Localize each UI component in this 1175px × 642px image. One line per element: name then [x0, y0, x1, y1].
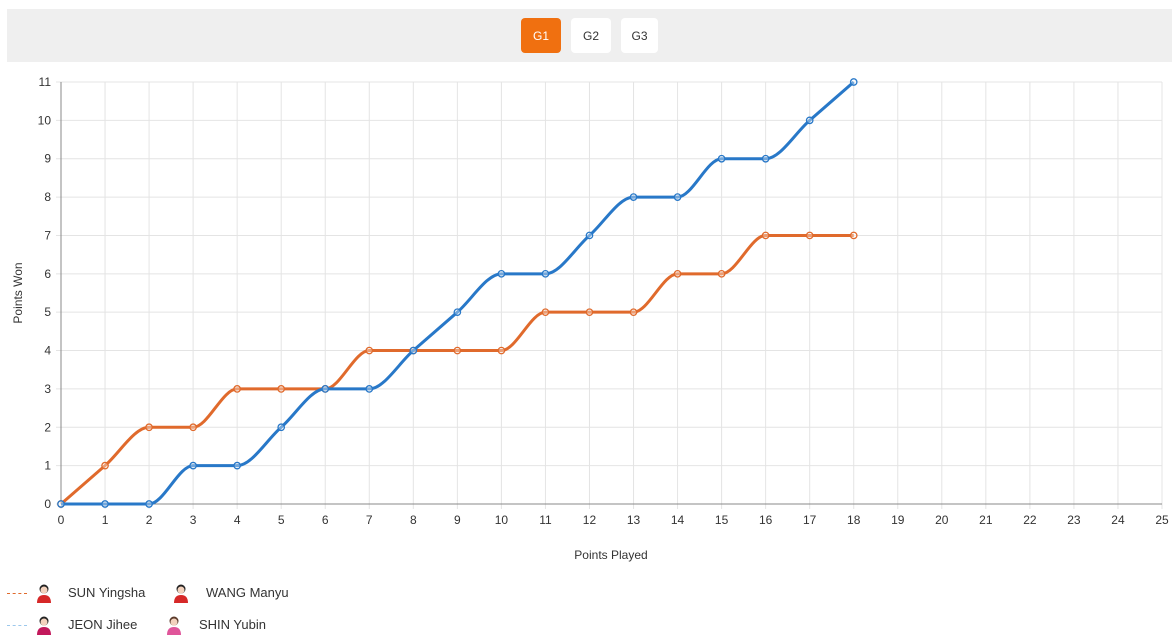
- x-tick-label: 23: [1067, 513, 1081, 527]
- points-chart: 0 1 2 3 4 5 6 7 8 9 10 11 12 13 14 15 16 17 18 19 20 21 22 23 24…: [11, 75, 1169, 562]
- data-point[interactable]: [585, 231, 594, 240]
- data-point[interactable]: [673, 193, 682, 201]
- data-point[interactable]: [233, 385, 242, 393]
- series-line-1: [61, 80, 855, 506]
- chart-legend: SUN Yingsha WANG Manyu JEON Jihee SHIN Y…: [0, 578, 1175, 642]
- data-point[interactable]: [277, 385, 286, 393]
- x-tick-label: 20: [935, 513, 949, 527]
- tab-game-2[interactable]: G2: [571, 18, 611, 53]
- legend-player-shin: SHIN Yubin: [199, 617, 266, 632]
- data-point[interactable]: [321, 385, 330, 393]
- x-tick-label: 15: [715, 513, 729, 527]
- series-line-0: [60, 233, 854, 506]
- tab-game-3[interactable]: G3: [621, 18, 658, 53]
- data-point[interactable]: [761, 231, 770, 240]
- x-tick-label: 1: [102, 513, 109, 527]
- x-tick-label: 19: [891, 513, 905, 527]
- x-tick-label: 14: [671, 513, 685, 527]
- x-tick-label: 18: [847, 513, 861, 527]
- data-point[interactable]: [365, 346, 374, 355]
- y-tick-label: 11: [39, 75, 52, 89]
- data-point[interactable]: [277, 423, 286, 432]
- x-tick-label: 17: [803, 513, 817, 527]
- data-point[interactable]: [585, 308, 594, 317]
- x-tick-label: 2: [146, 513, 153, 527]
- tab-game-1[interactable]: G1: [521, 18, 561, 53]
- legend-player-jeon: JEON Jihee: [68, 617, 138, 632]
- game-tab-bar: G1 G2 G3: [7, 9, 1172, 62]
- data-point[interactable]: [233, 461, 242, 470]
- x-tick-label: 6: [322, 513, 329, 527]
- x-tick-label: 21: [979, 513, 993, 527]
- player-avatar-icon: [37, 616, 51, 635]
- data-point[interactable]: [409, 346, 418, 355]
- data-point[interactable]: [365, 385, 374, 393]
- x-tick-label: 16: [759, 513, 773, 527]
- data-point[interactable]: [189, 461, 197, 470]
- player-avatar-icon: [37, 584, 51, 603]
- player-avatar-icon: [174, 584, 188, 603]
- y-tick-label: 8: [44, 190, 51, 204]
- legend-player-wang: WANG Manyu: [206, 585, 289, 600]
- y-tick-label: 0: [44, 497, 51, 511]
- data-point[interactable]: [673, 269, 682, 278]
- legend-swatch-blue[interactable]: [7, 625, 27, 626]
- data-point[interactable]: [541, 269, 550, 278]
- chart-series: [57, 78, 858, 508]
- x-tick-label: 12: [583, 513, 597, 527]
- data-point[interactable]: [717, 154, 726, 163]
- data-point[interactable]: [497, 346, 506, 355]
- data-point[interactable]: [101, 500, 109, 508]
- data-point[interactable]: [189, 423, 197, 432]
- data-point[interactable]: [805, 116, 814, 125]
- y-tick-label: 1: [44, 459, 51, 473]
- x-tick-label: 4: [234, 513, 241, 527]
- y-tick-label: 9: [44, 152, 51, 166]
- x-axis-label: Points Played: [574, 548, 647, 562]
- data-point[interactable]: [849, 231, 858, 240]
- legend-player-sun: SUN Yingsha: [68, 585, 146, 600]
- y-tick-label: 7: [44, 228, 51, 242]
- x-tick-label: 24: [1111, 513, 1125, 527]
- data-point[interactable]: [497, 269, 506, 278]
- x-tick-label: 10: [495, 513, 509, 527]
- data-point[interactable]: [541, 308, 550, 317]
- x-tick-label: 25: [1155, 513, 1169, 527]
- x-tick-label: 3: [190, 513, 197, 527]
- x-tick-label: 13: [627, 513, 641, 527]
- data-point[interactable]: [453, 308, 462, 317]
- y-tick-label: 10: [38, 113, 52, 127]
- chart-axes: 0 1 2 3 4 5 6 7 8 9 10 11 12 13 14 15 16 17 18 19 20 21 22 23 24…: [38, 75, 1169, 527]
- data-point[interactable]: [145, 500, 153, 508]
- y-tick-label: 4: [44, 344, 51, 358]
- x-tick-label: 9: [454, 513, 461, 527]
- x-tick-label: 5: [278, 513, 285, 527]
- y-axis-label: Points Won: [11, 262, 25, 323]
- legend-swatch-orange[interactable]: [7, 593, 27, 594]
- data-point[interactable]: [805, 231, 814, 240]
- x-tick-label: 8: [410, 513, 417, 527]
- data-point[interactable]: [629, 308, 638, 317]
- data-point[interactable]: [849, 78, 858, 86]
- x-tick-label: 22: [1023, 513, 1037, 527]
- x-tick-label: 7: [366, 513, 373, 527]
- data-point[interactable]: [101, 461, 109, 470]
- x-tick-label: 0: [58, 513, 65, 527]
- y-tick-label: 5: [44, 305, 51, 319]
- y-tick-label: 3: [44, 382, 51, 396]
- data-point[interactable]: [717, 269, 726, 278]
- x-tick-label: 11: [539, 513, 552, 527]
- data-point[interactable]: [629, 193, 638, 201]
- y-tick-label: 6: [44, 267, 51, 281]
- chart-grid: [56, 81, 1163, 509]
- y-tick-label: 2: [44, 420, 51, 434]
- data-point[interactable]: [453, 346, 462, 355]
- player-avatar-icon: [167, 616, 181, 635]
- data-point[interactable]: [761, 154, 770, 163]
- data-point[interactable]: [145, 423, 153, 432]
- data-point[interactable]: [57, 500, 65, 508]
